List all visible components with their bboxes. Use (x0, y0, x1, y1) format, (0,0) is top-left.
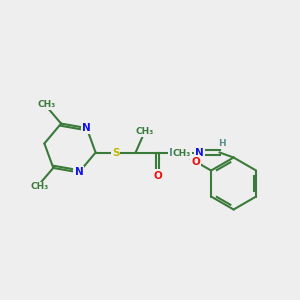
Text: CH₃: CH₃ (30, 182, 48, 191)
Text: H: H (218, 139, 225, 148)
Text: N: N (82, 123, 91, 133)
Text: N: N (74, 167, 83, 177)
Text: N: N (195, 148, 204, 158)
Text: NH: NH (169, 148, 186, 158)
Text: CH₃: CH₃ (172, 149, 191, 158)
Text: CH₃: CH₃ (136, 127, 154, 136)
Text: S: S (112, 148, 119, 158)
Text: CH₃: CH₃ (38, 100, 56, 109)
Text: O: O (191, 157, 200, 166)
Text: O: O (153, 170, 162, 181)
